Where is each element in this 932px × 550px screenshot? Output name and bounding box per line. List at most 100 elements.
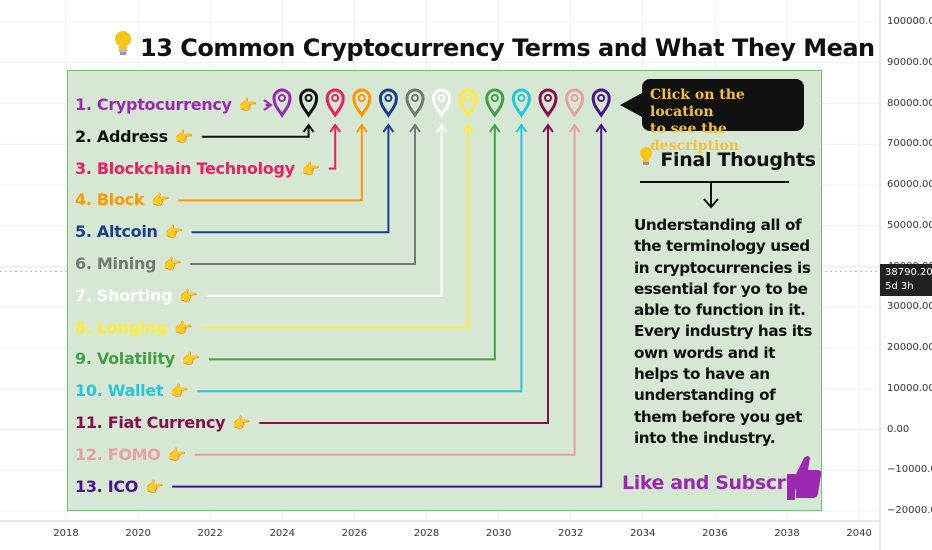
- term-text: 1. Cryptocurrency: [75, 95, 232, 114]
- pointing-hand-icon: 👉: [296, 159, 321, 178]
- term-label[interactable]: 8. Longing 👉: [75, 317, 193, 337]
- connector-line: [206, 126, 443, 297]
- pin-hole: [384, 94, 393, 102]
- pointing-hand-icon: 👉: [169, 127, 194, 146]
- lightbulb-icon: [638, 147, 654, 171]
- term-label[interactable]: 5. Altcoin 👉: [75, 222, 183, 241]
- term-text: 9. Volatility: [75, 349, 175, 369]
- connector-arrowhead: [568, 123, 581, 133]
- location-pin-icon[interactable]: [299, 88, 319, 118]
- location-pin-icon[interactable]: [432, 88, 452, 118]
- pin-outline: [378, 88, 398, 118]
- pointing-hand-icon: 👉: [169, 318, 193, 337]
- pin-outline: [432, 88, 452, 118]
- final-thoughts-body: Understanding all of the terminology use…: [634, 216, 813, 447]
- x-tick-label: 2018: [53, 528, 79, 539]
- term-label[interactable]: 13. ICO 👉: [75, 476, 164, 496]
- location-pin-icon[interactable]: [325, 88, 345, 118]
- connector-arrowhead: [435, 123, 448, 133]
- x-tick-label: 2026: [341, 528, 368, 539]
- connector-arrowhead: [462, 123, 475, 133]
- x-tick-label: 2032: [557, 528, 584, 539]
- pin-hole: [437, 94, 446, 102]
- connector-arrowhead: [329, 123, 342, 133]
- y-tick-label: 50000.00: [887, 219, 932, 231]
- y-tick-label: 80000.00: [887, 97, 932, 109]
- term-label[interactable]: 10. Wallet 👉: [75, 381, 189, 400]
- term-text: 13. ICO: [75, 476, 139, 496]
- term-label[interactable]: 3. Blockchain Technology 👉: [75, 159, 320, 178]
- term-text: 3. Blockchain Technology: [75, 158, 295, 178]
- connector-line: [178, 126, 363, 202]
- term-label[interactable]: 9. Volatility 👉: [75, 349, 200, 368]
- pin-hole: [490, 94, 499, 102]
- y-tick-label: 100000.00: [887, 16, 932, 27]
- term-text: 11. Fiat Currency: [75, 413, 226, 432]
- connector-arrowhead: [409, 123, 421, 133]
- term-label[interactable]: 6. Mining 👉: [75, 254, 182, 273]
- location-pin-icon[interactable]: [485, 88, 505, 118]
- connector-line: [259, 126, 549, 424]
- connector-line: [201, 126, 310, 138]
- location-pin-icon[interactable]: [591, 88, 611, 118]
- chart-title-text: 13 Common Cryptocurrency Terms and What …: [140, 34, 875, 62]
- pointing-hand-icon: 👉: [174, 286, 198, 305]
- y-tick-label: 20000.00: [887, 342, 932, 353]
- x-tick-label: 2020: [125, 528, 151, 539]
- callout-tail: [620, 93, 642, 117]
- term-text: 5. Altcoin: [75, 222, 158, 242]
- term-label[interactable]: 4. Block 👉: [75, 190, 170, 209]
- pin-hole: [464, 94, 473, 102]
- connector-arrowhead: [488, 123, 501, 133]
- term-label[interactable]: 2. Address 👉: [75, 127, 193, 146]
- like-subscribe-text[interactable]: Like and Subscribe: [622, 472, 818, 494]
- click-callout: Click on the location to see the descrip…: [642, 79, 804, 154]
- pointing-hand-icon: 👉: [165, 382, 189, 401]
- pin-outline: [405, 88, 425, 118]
- pointing-hand-icon: 👉: [140, 477, 164, 496]
- pin-outline: [511, 88, 531, 118]
- location-pin-icon[interactable]: [538, 88, 558, 118]
- location-pin-icon[interactable]: [378, 88, 398, 118]
- thumbs-up-icon: [786, 454, 822, 502]
- pin-outline: [352, 88, 372, 118]
- final-thoughts-title-text: Final Thoughts: [660, 149, 816, 171]
- pin-hole: [304, 94, 313, 102]
- location-pin-icon[interactable]: [352, 88, 372, 118]
- x-tick-label: 2022: [197, 528, 223, 539]
- pin-outline: [272, 88, 292, 118]
- location-pin-icon[interactable]: [272, 88, 292, 118]
- location-pin-icon[interactable]: [511, 88, 531, 118]
- y-tick-label: −20000.00: [887, 505, 932, 516]
- callout-line-2: to see the description: [650, 121, 739, 154]
- y-tick-label: 30000.00: [887, 301, 932, 313]
- term-text: 6. Mining: [75, 254, 157, 273]
- location-pin-icon[interactable]: [405, 88, 425, 118]
- connector-arrowhead: [382, 123, 395, 133]
- x-tick-label: 2040: [846, 528, 872, 539]
- term-label[interactable]: 12. FOMO 👉: [75, 445, 186, 464]
- pointing-hand-icon: 👉: [158, 255, 182, 273]
- connector-line: [172, 126, 603, 488]
- pointing-hand-icon: 👉: [146, 191, 170, 210]
- connector-line: [201, 126, 470, 329]
- term-label[interactable]: 1. Cryptocurrency 👉: [75, 95, 257, 114]
- term-label[interactable]: 7. Shorting 👉: [75, 286, 198, 305]
- y-tick-label: 70000.00: [887, 138, 932, 150]
- x-tick-label: 2028: [413, 528, 440, 539]
- location-pin-icon[interactable]: [458, 88, 478, 118]
- content-panel: [67, 70, 822, 511]
- pin-outline: [458, 88, 478, 118]
- term-text: 7. Shorting: [75, 285, 173, 305]
- y-tick-label: 60000.00: [887, 179, 932, 190]
- final-thoughts-divider: [640, 181, 789, 183]
- y-tick-label: 0.00: [887, 423, 910, 435]
- location-pin-icon[interactable]: [565, 88, 585, 118]
- pin-outline: [538, 88, 558, 118]
- lightbulb-icon: [112, 30, 134, 62]
- term-text: 8. Longing: [75, 317, 168, 337]
- term-text: 12. FOMO: [75, 444, 161, 464]
- connector-arrowhead: [302, 123, 315, 133]
- y-tick-label: 10000.00: [887, 382, 932, 394]
- term-label[interactable]: 11. Fiat Currency 👉: [75, 413, 251, 432]
